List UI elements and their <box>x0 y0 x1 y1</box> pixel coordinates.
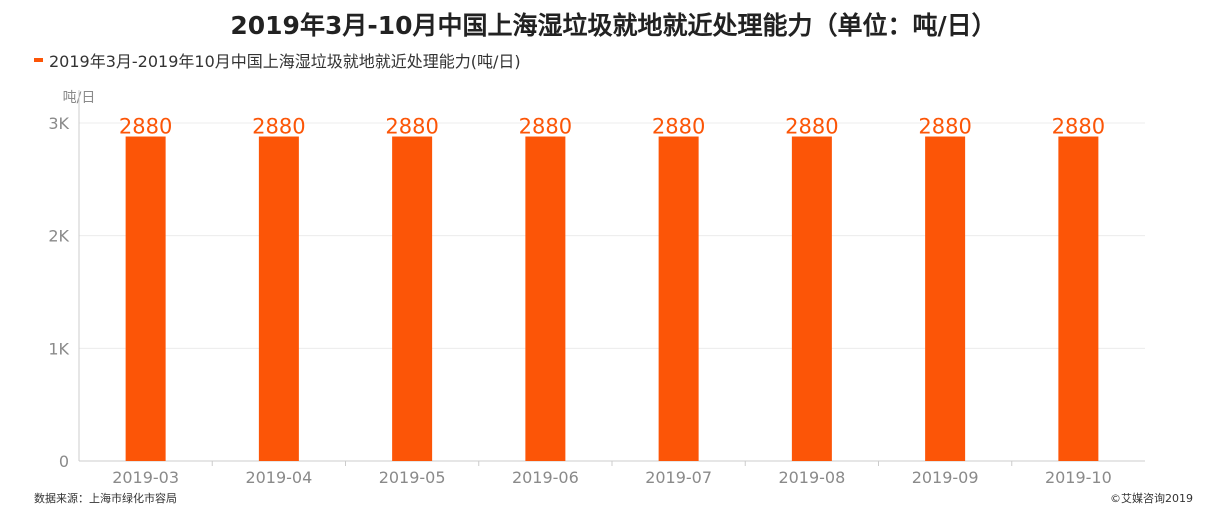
bar <box>392 136 433 461</box>
x-tick-label: 2019-05 <box>379 468 446 487</box>
x-tick-label: 2019-07 <box>645 468 712 487</box>
bar <box>258 136 299 461</box>
x-tick-label: 2019-09 <box>912 468 979 487</box>
bar-value-label: 2880 <box>519 115 572 139</box>
copyright: ©艾媒咨询2019 <box>1110 492 1193 505</box>
bar-value-label: 2880 <box>785 115 838 139</box>
bar-value-label: 2880 <box>1052 115 1105 139</box>
bar-value-label: 2880 <box>252 115 305 139</box>
bar <box>125 136 166 461</box>
bar <box>658 136 699 461</box>
x-tick-label: 2019-04 <box>245 468 312 487</box>
bar-value-label: 2880 <box>918 115 971 139</box>
bar <box>525 136 566 461</box>
x-tick-label: 2019-10 <box>1045 468 1112 487</box>
y-tick-label: 3K <box>48 114 69 133</box>
legend-label: 2019年3月-2019年10月中国上海湿垃圾就地就近处理能力(吨/日) <box>49 52 521 71</box>
x-tick-label: 2019-03 <box>112 468 179 487</box>
bar-value-label: 2880 <box>385 115 438 139</box>
bar <box>791 136 832 461</box>
bar <box>925 136 966 461</box>
y-tick-label: 2K <box>48 227 69 246</box>
x-tick-label: 2019-08 <box>778 468 845 487</box>
y-tick-label: 1K <box>48 339 69 358</box>
legend-swatch <box>34 58 43 62</box>
y-tick-label: 0 <box>59 452 69 471</box>
bar-value-label: 2880 <box>652 115 705 139</box>
chart-title: 2019年3月-10月中国上海湿垃圾就地就近处理能力（单位：吨/日） <box>230 11 997 40</box>
x-tick-label: 2019-06 <box>512 468 579 487</box>
data-source: 数据来源：上海市绿化市容局 <box>34 492 177 505</box>
bar-value-label: 2880 <box>119 115 172 139</box>
bar <box>1058 136 1099 461</box>
legend: 2019年3月-2019年10月中国上海湿垃圾就地就近处理能力(吨/日) <box>34 48 521 72</box>
